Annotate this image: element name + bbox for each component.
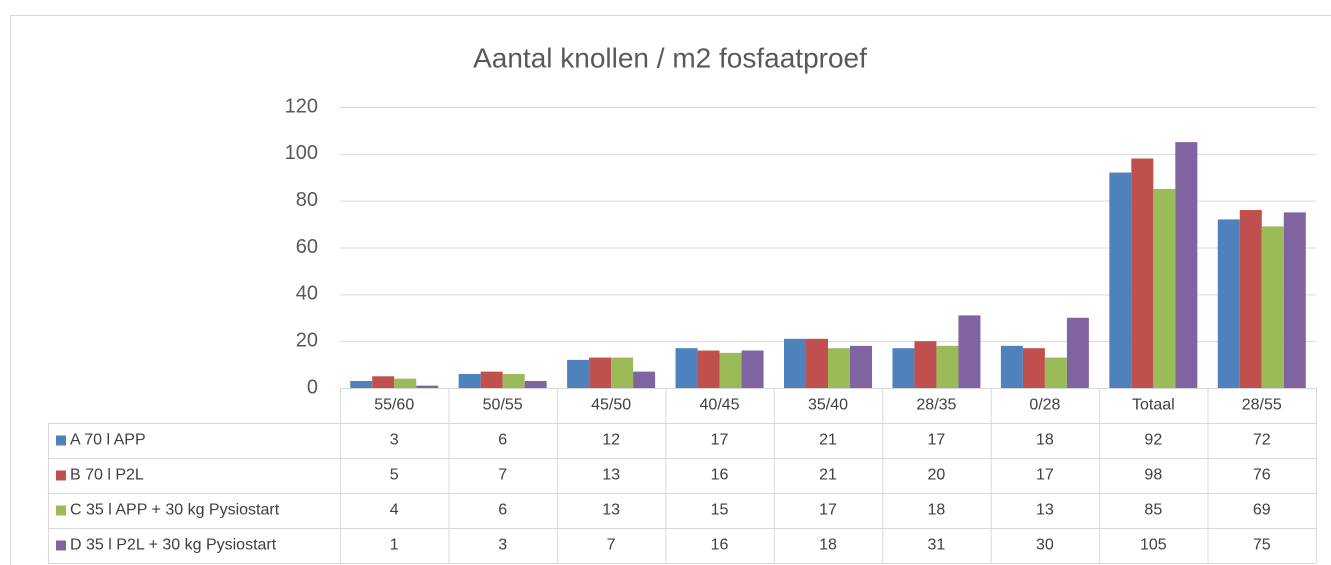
legend-key [56, 470, 66, 481]
legend-label: C 35 l APP + 30 kg Pysiostart [70, 502, 280, 519]
bar [589, 357, 612, 388]
bar [1239, 210, 1262, 388]
bar [1022, 348, 1045, 388]
table-value: 18 [819, 537, 837, 554]
y-tick-label: 100 [285, 142, 318, 164]
table-value: 17 [711, 432, 729, 449]
table-value: 17 [928, 432, 946, 449]
bar [1153, 188, 1176, 388]
table-value: 13 [602, 502, 620, 519]
x-tick-label: 35/40 [808, 397, 848, 414]
x-tick-label: 50/55 [483, 397, 523, 414]
bar [1066, 317, 1089, 388]
legend-label: B 70 l P2L [70, 467, 144, 484]
table-value: 18 [928, 502, 946, 519]
table-value: 75 [1253, 537, 1271, 554]
bar [892, 348, 915, 388]
bar [958, 315, 981, 388]
bar [675, 348, 698, 388]
table-value: 20 [928, 467, 946, 484]
bar [502, 373, 525, 388]
table-value: 13 [602, 467, 620, 484]
table-value: 72 [1253, 432, 1271, 449]
table-value: 92 [1144, 432, 1162, 449]
bar [719, 352, 742, 388]
bar [416, 385, 439, 388]
bar [350, 380, 373, 388]
bar [806, 338, 828, 388]
legend-key [56, 505, 66, 516]
legend-label: A 70 l APP [70, 432, 146, 449]
table-value: 17 [1036, 467, 1054, 484]
bar [480, 371, 503, 388]
bar [936, 345, 959, 388]
bar [1175, 142, 1198, 388]
bar [1000, 345, 1023, 388]
bar [458, 373, 481, 388]
table-value: 16 [711, 537, 729, 554]
table-value: 5 [390, 467, 399, 484]
y-tick-label: 0 [307, 376, 318, 398]
bar [1283, 212, 1306, 388]
x-tick-label: 0/28 [1029, 397, 1060, 414]
table-value: 3 [498, 537, 507, 554]
table-value: 21 [819, 432, 837, 449]
table-value: 17 [819, 502, 837, 519]
table-value: 18 [1036, 432, 1054, 449]
table-value: 105 [1140, 537, 1167, 554]
table-value: 4 [390, 502, 399, 519]
table-value: 31 [928, 537, 946, 554]
table-value: 6 [498, 432, 507, 449]
bar [784, 338, 806, 388]
table-value: 69 [1253, 502, 1271, 519]
y-tick-label: 60 [296, 236, 318, 258]
table-value: 85 [1144, 502, 1162, 519]
x-tick-label: 28/55 [1242, 397, 1282, 414]
bar [1131, 158, 1154, 388]
table-value: 7 [607, 537, 616, 554]
table-value: 21 [819, 467, 837, 484]
table-value: 98 [1144, 467, 1162, 484]
bar [524, 380, 547, 388]
x-tick-label: 45/50 [591, 397, 631, 414]
bar [394, 378, 417, 388]
x-tick-label: 28/35 [916, 397, 956, 414]
bar [1044, 357, 1067, 388]
bar [372, 376, 395, 388]
y-tick-label: 40 [296, 283, 318, 305]
legend-key [56, 540, 66, 551]
legend-label: D 35 l P2L + 30 kg Pysiostart [70, 537, 277, 554]
bar [1109, 172, 1132, 388]
table-value: 13 [1036, 502, 1054, 519]
x-tick-label: Totaal [1132, 397, 1175, 414]
bar [1217, 219, 1240, 388]
y-tick-label: 80 [296, 189, 318, 211]
table-value: 30 [1036, 537, 1054, 554]
y-tick-label: 20 [296, 329, 318, 351]
bar [633, 371, 656, 388]
bar [741, 350, 764, 388]
legend-key [56, 435, 66, 446]
bar [828, 348, 850, 388]
bar [697, 350, 720, 388]
bar [850, 345, 872, 388]
table-value: 6 [498, 502, 507, 519]
bar [914, 341, 937, 388]
y-tick-label: 120 [285, 95, 318, 117]
bar [611, 357, 634, 388]
chart-title: Aantal knollen / m2 fosfaatproef [473, 42, 867, 73]
table-value: 15 [711, 502, 729, 519]
bar [1261, 226, 1284, 388]
bar [567, 359, 590, 388]
table-value: 76 [1253, 467, 1271, 484]
table-value: 3 [390, 432, 399, 449]
x-tick-label: 40/45 [700, 397, 740, 414]
table-value: 16 [711, 467, 729, 484]
table-value: 7 [498, 467, 507, 484]
x-tick-label: 55/60 [374, 397, 414, 414]
table-value: 1 [390, 537, 399, 554]
table-value: 12 [602, 432, 620, 449]
